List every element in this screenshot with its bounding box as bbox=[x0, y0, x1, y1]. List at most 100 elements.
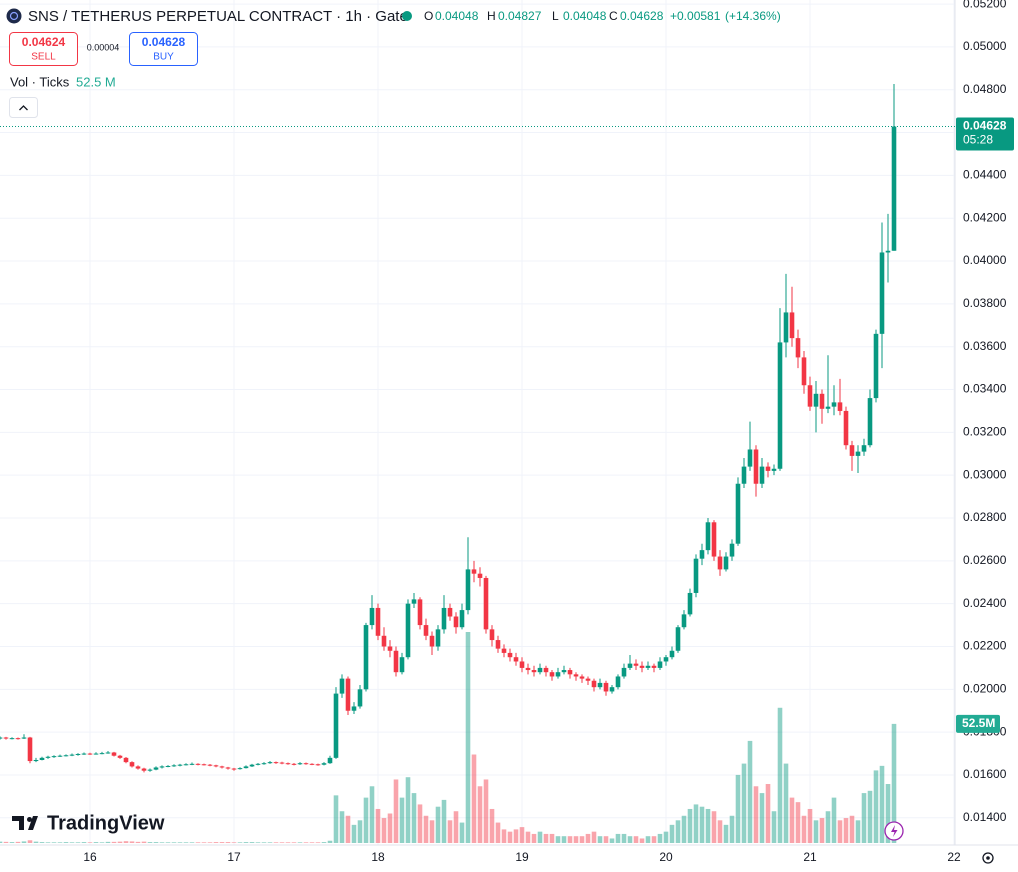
brand: TradingView bbox=[47, 812, 165, 834]
candle-body bbox=[699, 550, 705, 559]
volume-bar bbox=[645, 836, 651, 843]
volume-bar bbox=[453, 811, 459, 843]
volume-bar bbox=[63, 842, 69, 843]
volume-bar bbox=[693, 804, 699, 843]
collapse-button[interactable] bbox=[9, 97, 38, 118]
candle-body bbox=[177, 764, 183, 766]
market-status[interactable] bbox=[402, 11, 412, 21]
candle-body bbox=[777, 342, 783, 469]
volume-bar bbox=[891, 723, 897, 843]
volume-bar bbox=[27, 840, 33, 843]
candle-body bbox=[675, 627, 681, 651]
candle-body bbox=[843, 410, 849, 446]
candle-body bbox=[489, 629, 495, 641]
candle-body bbox=[261, 763, 267, 765]
candle-body bbox=[585, 678, 591, 681]
price-tag-value: 0.04628 bbox=[963, 119, 1007, 133]
y-tick-label: 0.04800 bbox=[963, 82, 1007, 96]
volume-bar bbox=[579, 836, 585, 843]
candle-body bbox=[57, 755, 63, 757]
candle-body bbox=[819, 393, 825, 409]
candle-body bbox=[519, 661, 525, 668]
sell-button[interactable] bbox=[9, 32, 78, 66]
volume-bar bbox=[843, 818, 849, 843]
candle-body bbox=[723, 556, 729, 570]
volume-bar bbox=[813, 820, 819, 843]
spread: 0.00004 bbox=[87, 42, 120, 52]
volume-bar bbox=[333, 795, 339, 843]
volume-bar bbox=[375, 808, 381, 843]
candle-body bbox=[3, 737, 9, 739]
volume-bar bbox=[339, 811, 345, 843]
y-tick-label: 0.02800 bbox=[963, 510, 1007, 524]
volume-bar bbox=[225, 842, 231, 843]
volume-bar bbox=[723, 824, 729, 843]
volume-bar bbox=[867, 790, 873, 843]
candle-body bbox=[459, 610, 465, 628]
candle-body bbox=[69, 754, 75, 756]
volume-bar bbox=[753, 786, 759, 843]
candle-body bbox=[333, 693, 339, 758]
volume-bar bbox=[441, 799, 447, 843]
volume-bar bbox=[885, 784, 891, 843]
candle-body bbox=[117, 755, 123, 758]
candle-body bbox=[189, 763, 195, 765]
candle-body bbox=[849, 445, 855, 456]
candle-body bbox=[93, 753, 99, 755]
volume-bar bbox=[123, 841, 129, 843]
volume-bar bbox=[285, 842, 291, 843]
candle-body bbox=[411, 599, 417, 604]
candles bbox=[0, 83, 897, 773]
settings-button[interactable] bbox=[982, 852, 994, 864]
candle-body bbox=[351, 706, 357, 711]
candle-body bbox=[45, 756, 51, 758]
volume-bar bbox=[159, 842, 165, 843]
volume-bar bbox=[165, 842, 171, 843]
buy-button[interactable] bbox=[129, 32, 198, 66]
volume-bar bbox=[105, 841, 111, 843]
volume-bar bbox=[393, 779, 399, 843]
candle-body bbox=[549, 672, 555, 677]
volume-bar bbox=[837, 820, 843, 843]
candle-body bbox=[453, 616, 459, 628]
candle-body bbox=[285, 763, 291, 765]
volume-bar bbox=[195, 842, 201, 843]
x-tick-label: 16 bbox=[83, 850, 97, 864]
candle-body bbox=[357, 689, 363, 707]
candle-body bbox=[687, 592, 693, 615]
candle-body bbox=[297, 763, 303, 765]
volume-bar bbox=[825, 811, 831, 843]
candle-body bbox=[63, 755, 69, 757]
grid bbox=[0, 0, 955, 845]
volume-bar bbox=[531, 833, 537, 843]
candle-body bbox=[495, 640, 501, 649]
candle-body bbox=[405, 603, 411, 658]
volume-bar bbox=[3, 841, 9, 843]
symbol-icon-inner bbox=[9, 11, 19, 21]
candle-body bbox=[51, 756, 57, 758]
volume-bar bbox=[201, 842, 207, 843]
candle-body bbox=[105, 752, 111, 754]
candle-body bbox=[537, 667, 543, 673]
candle-body bbox=[141, 768, 147, 771]
candle-body bbox=[705, 522, 711, 551]
settings-icon bbox=[986, 856, 990, 860]
volume-bar bbox=[243, 842, 249, 843]
y-tick-label: 0.02000 bbox=[963, 681, 1007, 695]
volume-bar bbox=[489, 808, 495, 843]
volume-bar bbox=[783, 763, 789, 843]
volume-bar bbox=[423, 815, 429, 843]
candle-body bbox=[759, 466, 765, 484]
candle-body bbox=[783, 312, 789, 343]
volume-bar bbox=[291, 842, 297, 843]
volume-bar bbox=[507, 831, 513, 843]
y-tick-label: 0.04400 bbox=[963, 168, 1007, 182]
candle-body bbox=[741, 466, 747, 484]
volume-bar bbox=[111, 841, 117, 843]
candle-body bbox=[861, 445, 867, 452]
volume-bar bbox=[327, 840, 333, 843]
y-tick-label: 0.03200 bbox=[963, 425, 1007, 439]
volume-bar bbox=[429, 820, 435, 843]
volume-bar bbox=[87, 842, 93, 843]
volume-bar bbox=[855, 820, 861, 843]
